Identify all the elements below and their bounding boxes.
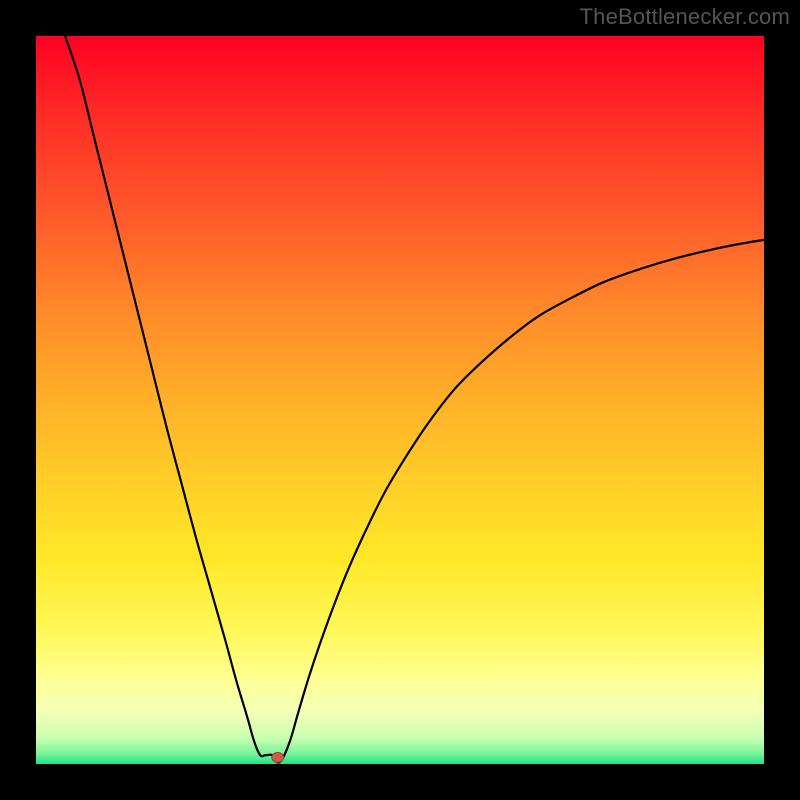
optimal-point-marker	[272, 752, 284, 762]
watermark-text: TheBottlenecker.com	[580, 4, 790, 30]
chart-frame: TheBottlenecker.com	[0, 0, 800, 800]
bottleneck-chart	[0, 0, 800, 800]
chart-background	[36, 36, 764, 764]
